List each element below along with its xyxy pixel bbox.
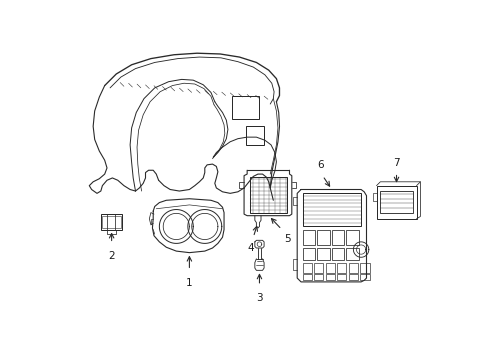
Text: 6: 6 — [316, 160, 323, 170]
Text: 4: 4 — [247, 243, 254, 253]
Text: 1: 1 — [186, 278, 192, 288]
Text: 7: 7 — [392, 158, 399, 168]
Text: 3: 3 — [256, 293, 262, 303]
Text: 2: 2 — [108, 251, 115, 261]
Text: 5: 5 — [284, 234, 290, 244]
